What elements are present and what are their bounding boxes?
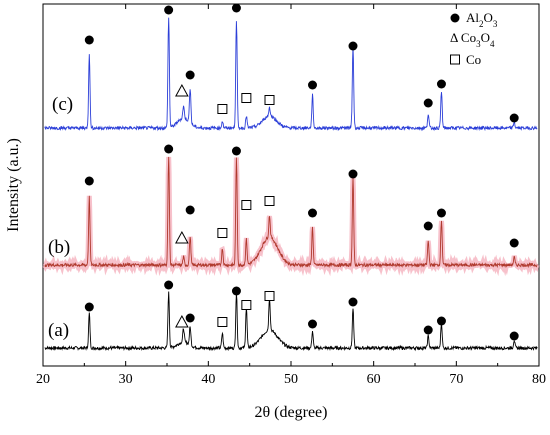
al2o3-marker [423,325,433,335]
al2o3-marker [348,41,358,51]
co3o4-marker [175,83,189,97]
al2o3-marker [423,98,433,108]
co-marker [264,95,275,105]
al2o3-marker [185,205,195,215]
al2o3-marker [436,316,446,326]
co-marker [241,200,252,210]
legend-label: Δ Co3O4 [450,30,495,49]
x-tick-label: 80 [532,372,546,387]
x-tick-label: 60 [367,372,381,387]
al2o3-marker [84,35,94,45]
x-axis-title: 2θ (degree) [255,404,328,421]
y-axis-title: Intensity (a.u.) [5,138,22,232]
al2o3-marker [231,286,241,296]
co-marker [217,317,228,327]
al2o3-marker [436,208,446,218]
al2o3-marker [164,5,174,15]
x-ticks: 20 30 40 50 60 70 80 [36,4,546,387]
al2o3-marker [84,302,94,312]
al2o3-marker [423,221,433,231]
x-tick-label: 40 [201,372,215,387]
al2o3-marker [231,3,241,13]
series-label: (b) [48,237,70,258]
al2o3-marker [164,144,174,154]
al2o3-marker [307,80,317,90]
legend-square-icon [450,54,460,65]
plot-frame [42,3,540,367]
annotation-markers [84,3,519,341]
al2o3-marker [509,238,519,248]
legend-label: Al2O3 [466,10,498,29]
series-line-0 [44,291,538,352]
al2o3-marker [307,208,317,218]
al2o3-marker [436,79,446,89]
al2o3-marker [348,297,358,307]
x-tick-label: 50 [284,372,298,387]
co-marker [241,93,252,103]
legend-label: Co [466,52,481,67]
co-marker [217,228,228,238]
x-tick-label: 30 [119,372,133,387]
x-tick-label: 70 [449,372,463,387]
al2o3-marker [164,280,174,290]
series-halo [42,156,540,277]
co3o4-marker [175,314,189,328]
al2o3-marker [307,319,317,329]
series-label: (c) [52,94,73,115]
co3o4-marker [175,230,189,244]
co-marker [217,104,228,114]
co-marker [241,300,252,310]
al2o3-marker [84,176,94,186]
x-tick-label: 20 [36,372,50,387]
series-labels: (a) (b) (c) [48,94,73,341]
al2o3-marker [231,146,241,156]
legend-circle-icon [450,13,460,23]
series-line-2 [44,17,538,132]
series-layer [42,17,540,352]
co-marker [264,196,275,206]
al2o3-marker [509,331,519,341]
series-label: (a) [48,320,69,341]
al2o3-marker [185,70,195,80]
al2o3-marker [185,313,195,323]
co-marker [264,291,275,301]
al2o3-marker [509,113,519,123]
al2o3-marker [348,169,358,179]
series-line-1 [44,156,538,269]
